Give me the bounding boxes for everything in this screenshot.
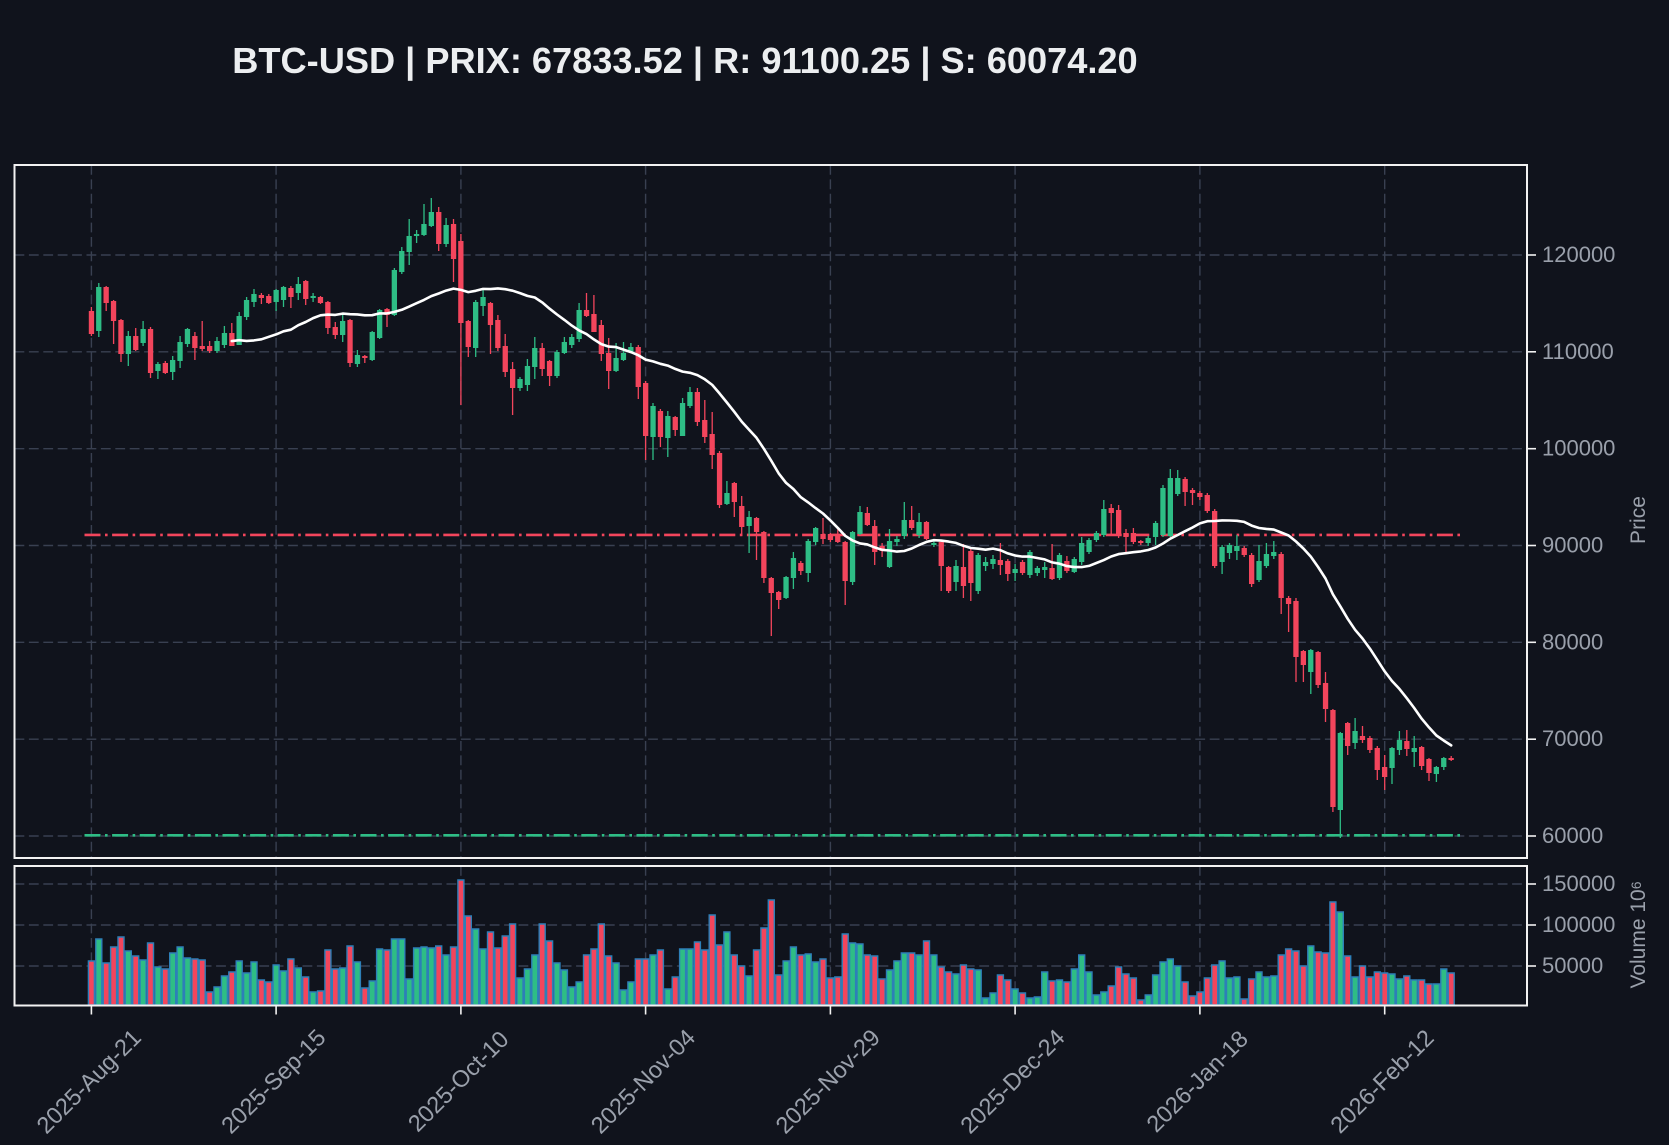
- svg-text:50000: 50000: [1542, 953, 1603, 978]
- svg-text:80000: 80000: [1542, 629, 1603, 654]
- svg-text:100000: 100000: [1542, 912, 1615, 937]
- svg-text:BTC-USD | PRIX: 67833.52 | R:: BTC-USD | PRIX: 67833.52 | R: 91100.25 |…: [232, 40, 1137, 82]
- svg-text:Price: Price: [1627, 496, 1650, 544]
- svg-text:110000: 110000: [1542, 339, 1614, 364]
- svg-text:Volume 106: Volume 106: [1627, 881, 1650, 988]
- svg-text:150000: 150000: [1542, 871, 1615, 896]
- svg-text:100000: 100000: [1542, 436, 1615, 461]
- svg-text:90000: 90000: [1542, 533, 1603, 558]
- svg-text:60000: 60000: [1542, 823, 1603, 848]
- svg-text:120000: 120000: [1542, 242, 1615, 267]
- svg-text:70000: 70000: [1542, 726, 1603, 751]
